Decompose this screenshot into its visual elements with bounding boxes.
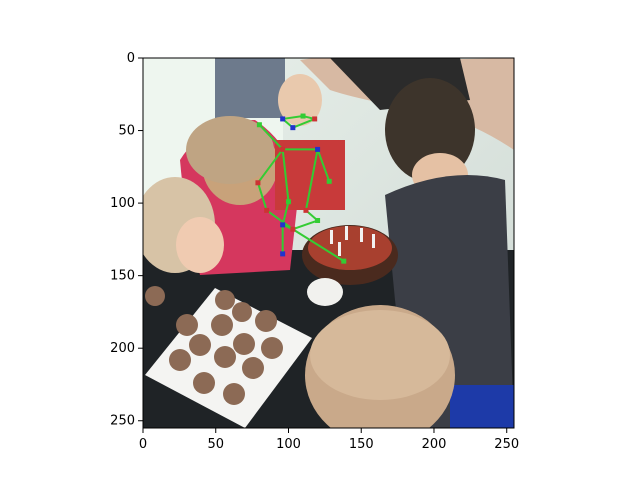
y-tick-label: 200	[110, 341, 135, 356]
skeleton-edge	[292, 118, 316, 129]
x-tick-label: 150	[349, 437, 374, 452]
skeleton-edge	[304, 149, 319, 211]
keypoint-marker	[341, 258, 347, 264]
skeleton-edge	[281, 149, 290, 202]
x-tick-label: 100	[276, 437, 301, 452]
x-tick-label: 0	[139, 437, 147, 452]
keypoint-marker	[280, 146, 286, 152]
keypoint-marker	[312, 116, 318, 122]
y-tick-label: 50	[118, 124, 135, 139]
x-tick-label: 50	[207, 437, 224, 452]
y-tick-label: 150	[110, 269, 135, 284]
keypoint-marker	[280, 116, 286, 122]
x-axis: 0 50 100 150 200 250	[139, 428, 519, 452]
keypoint-marker	[280, 222, 286, 228]
keypoint-marker	[300, 113, 306, 119]
keypoint-marker	[290, 226, 296, 232]
y-tick-label: 0	[127, 51, 135, 66]
skeleton-edge	[256, 182, 268, 211]
keypoint-marker	[326, 178, 332, 184]
skeleton-edge	[281, 201, 290, 226]
keypoint-marker	[280, 251, 286, 257]
x-tick-label: 200	[422, 437, 447, 452]
keypoint-marker	[255, 180, 261, 186]
y-axis: 0 50 100 150 200 250	[110, 51, 143, 429]
photo	[143, 58, 514, 428]
skeleton-edge	[282, 115, 304, 120]
skeleton-edge	[316, 149, 331, 182]
x-tick-label: 250	[494, 437, 519, 452]
axes-frame	[142, 57, 515, 429]
skeleton-edge	[266, 209, 294, 231]
keypoint-marker	[315, 146, 321, 152]
y-tick-label: 100	[110, 196, 135, 211]
y-tick-label: 250	[110, 414, 135, 429]
keypoint-marker	[256, 122, 262, 128]
keypoint-marker	[290, 125, 296, 131]
pose-overlay	[255, 113, 347, 264]
keypoint-marker	[315, 218, 321, 224]
keypoint-marker	[303, 207, 309, 213]
keypoint-marker	[264, 207, 270, 213]
skeleton-edge	[258, 124, 284, 151]
skeleton-edge	[292, 228, 345, 262]
skeleton-edge	[257, 148, 284, 184]
keypoint-marker	[285, 199, 291, 205]
skeleton-edge	[292, 219, 318, 231]
